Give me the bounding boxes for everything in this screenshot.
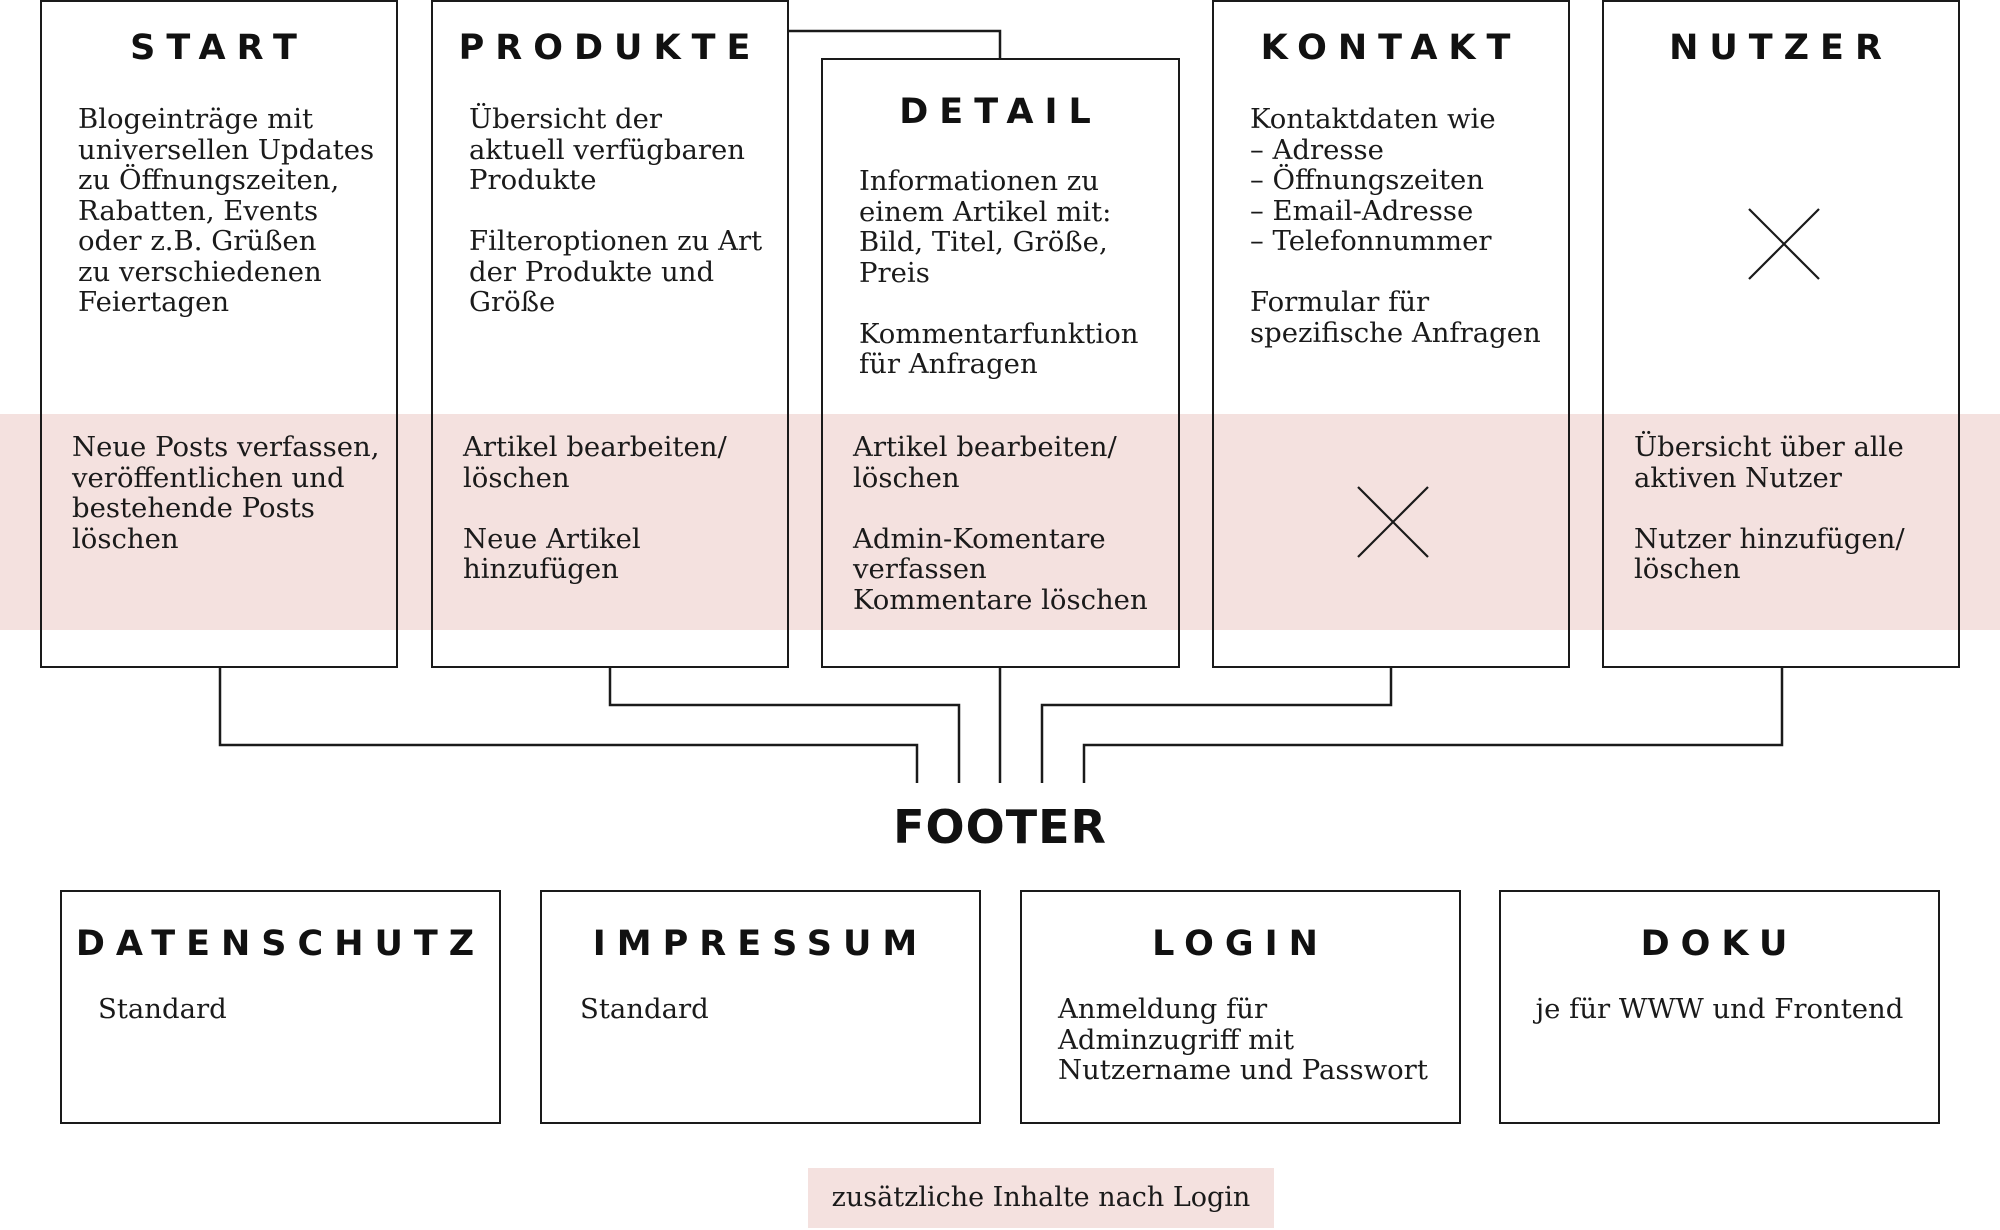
footer-card-impressum: IMPRESSUM Standard <box>540 890 981 1124</box>
card-title: NUTZER <box>1669 28 1893 68</box>
card-admin-text: Artikel bearbeiten/ löschen Admin-Koment… <box>853 431 1148 616</box>
connector-nutzer <box>1082 668 1784 783</box>
card-text: Anmeldung für Adminzugriff mit Nutzernam… <box>1058 993 1428 1086</box>
card-title: IMPRESSUM <box>592 924 929 964</box>
card-title: PRODUKTE <box>458 28 762 68</box>
card-public-text: Übersicht der aktuell verfügbaren Produk… <box>469 103 763 318</box>
footer-card-doku: DOKU je für WWW und Frontend <box>1499 890 1940 1124</box>
card-admin-text: Artikel bearbeiten/ löschen Neue Artikel… <box>463 431 727 585</box>
card-title: LOGIN <box>1152 924 1329 964</box>
card-public-text: Kontaktdaten wie – Adresse – Öffnungszei… <box>1250 103 1541 349</box>
card-title: START <box>130 28 308 68</box>
card-nutzer: NUTZER Übersicht über alle aktiven Nutze… <box>1602 0 1960 668</box>
legend-admin-content: zusätzliche Inhalte nach Login <box>808 1168 1274 1228</box>
card-public-text: Blogeinträge mit universellen Updates zu… <box>78 103 375 318</box>
footer-card-datenschutz: DATENSCHUTZ Standard <box>60 890 501 1124</box>
connector-kontakt <box>1040 668 1393 783</box>
no-public-content-cross-icon <box>1748 208 1820 280</box>
card-admin-text: Neue Posts verfassen, veröffentlichen un… <box>72 431 380 555</box>
footer-card-login: LOGIN Anmeldung für Adminzugriff mit Nut… <box>1020 890 1461 1124</box>
card-admin-text: Übersicht über alle aktiven Nutzer Nutze… <box>1634 431 1905 585</box>
card-title: DETAIL <box>899 92 1102 132</box>
card-text: Standard <box>98 993 227 1025</box>
card-text: Standard <box>580 993 709 1025</box>
no-admin-content-cross-icon <box>1357 486 1429 558</box>
card-title: DATENSCHUTZ <box>75 924 486 964</box>
connector-produkte-detail <box>789 29 1002 58</box>
card-title: KONTAKT <box>1260 28 1522 68</box>
footer-heading: FOOTER <box>893 800 1107 854</box>
connector-lines <box>218 29 1784 783</box>
admin-content-band <box>0 414 2000 630</box>
card-text: je für WWW und Frontend <box>1535 993 1904 1025</box>
connector-produkte <box>608 668 961 783</box>
card-start: START Blogeinträge mit universellen Upda… <box>40 0 398 668</box>
card-produkte: PRODUKTE Übersicht der aktuell verfügbar… <box>431 0 789 668</box>
card-title: DOKU <box>1640 924 1799 964</box>
card-kontakt: KONTAKT Kontaktdaten wie – Adresse – Öff… <box>1212 0 1570 668</box>
card-public-text: Informationen zu einem Artikel mit: Bild… <box>859 165 1139 380</box>
connector-start <box>218 668 919 783</box>
card-detail: DETAIL Informationen zu einem Artikel mi… <box>821 58 1180 668</box>
